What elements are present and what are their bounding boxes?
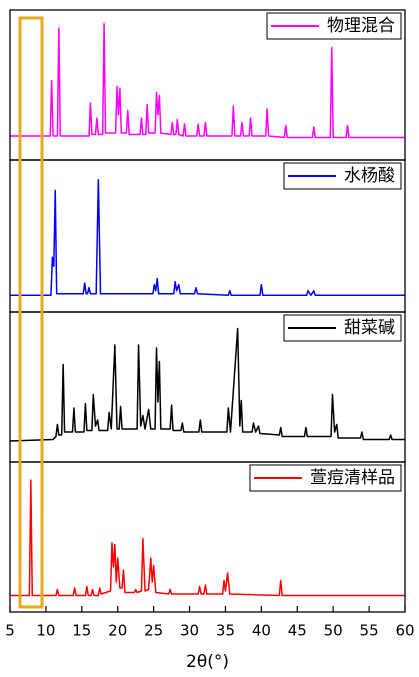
x-tick-label: 10 xyxy=(36,622,55,640)
legend-label: 水杨酸 xyxy=(344,166,395,186)
x-tick-label: 35 xyxy=(216,622,235,640)
highlight-box xyxy=(18,16,44,609)
x-tick-label: 55 xyxy=(360,622,379,640)
x-tick-label: 5 xyxy=(5,622,15,640)
x-tick-label: 60 xyxy=(395,622,414,640)
panel-frame xyxy=(9,461,406,613)
legend-label: 物理混合 xyxy=(327,16,395,36)
data-line xyxy=(9,327,405,442)
x-tick-label: 30 xyxy=(180,622,199,640)
legend-label: 甜菜碱 xyxy=(344,318,395,338)
x-tick-label: 20 xyxy=(108,622,127,640)
x-tick-label: 15 xyxy=(72,622,91,640)
x-axis-label: 2θ(°) xyxy=(186,652,229,672)
x-tick-label: 25 xyxy=(144,622,163,640)
x-tick-label: 45 xyxy=(288,622,307,640)
data-line xyxy=(10,479,405,597)
x-tick-label: 40 xyxy=(252,622,271,640)
x-tick-label: 50 xyxy=(324,622,343,640)
legend-label: 萱痘清样品 xyxy=(310,468,395,488)
data-line xyxy=(10,22,405,139)
data-line xyxy=(10,179,405,297)
